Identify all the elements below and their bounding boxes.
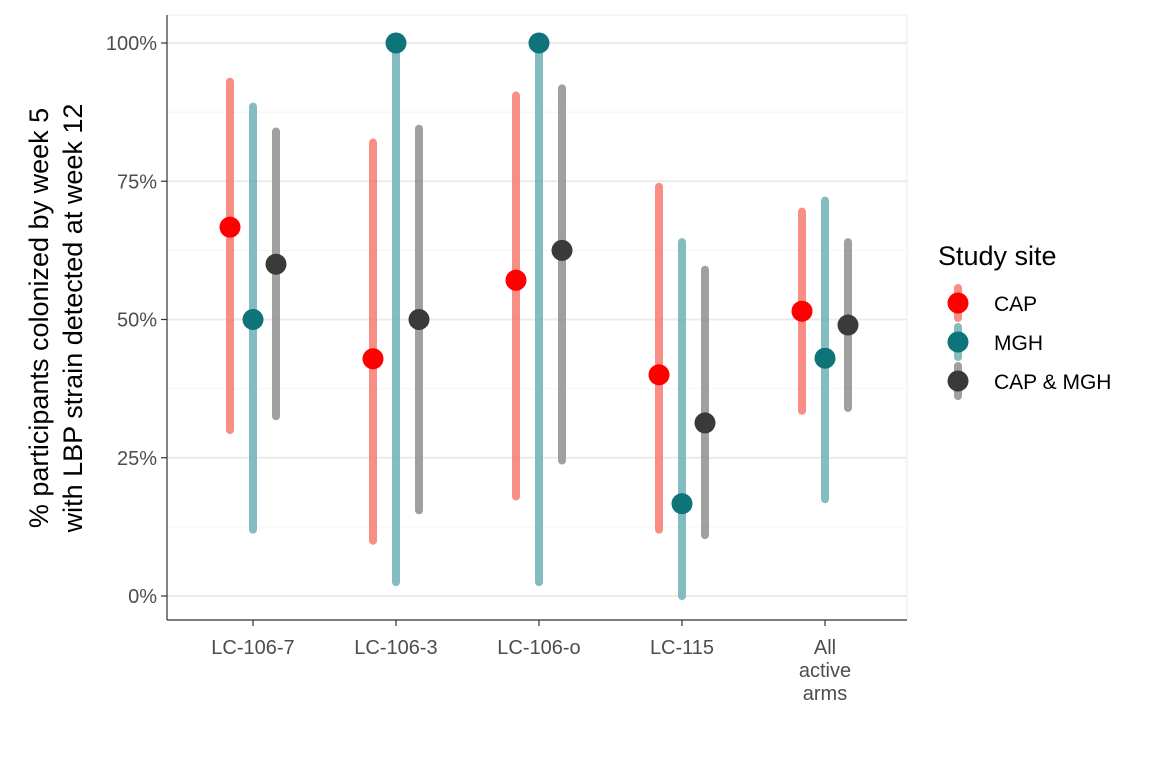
legend-label-mgh: MGH [994, 332, 1043, 355]
point-mgh-2 [528, 32, 550, 54]
point-cap-1 [362, 348, 384, 370]
legend-key-point-cap [947, 292, 969, 314]
x-tick-label-1: LC-106-3 [354, 637, 437, 659]
point-cap-2 [505, 269, 527, 291]
point-mgh-0 [242, 309, 264, 330]
x-tick-label-0: LC-106-7 [211, 637, 294, 659]
y-axis-ticks: 0% 25% 50% 75% 100% [106, 33, 167, 608]
point-cap-3 [648, 364, 670, 386]
x-tick-label-4-line-0: All [814, 637, 836, 659]
point-cap-mgh-3 [694, 412, 716, 434]
x-tick-label-2-line-0: LC-106-o [497, 637, 580, 659]
x-axis-ticks: LC-106-7 LC-106-3 LC-106-o LC-115 All active a… [211, 620, 851, 705]
x-tick-label-3: LC-115 [650, 637, 714, 659]
legend-title: Study site [938, 241, 1057, 271]
legend: Study site CAP MGH CAP & MGH [938, 241, 1111, 400]
point-mgh-1 [385, 32, 407, 54]
point-cap-0 [219, 216, 241, 238]
x-tick-label-1-line-0: LC-106-3 [354, 637, 437, 659]
y-tick-label-2: 50% [117, 310, 157, 332]
point-cap-mgh-0 [265, 253, 287, 275]
point-mgh-4 [814, 347, 836, 369]
x-tick-label-4: All active arms [799, 637, 851, 705]
point-cap-mgh-4 [837, 314, 859, 336]
x-tick-label-4-line-2: arms [803, 683, 847, 705]
x-tick-label-4-line-1: active [799, 660, 851, 682]
legend-key-point-mgh [947, 331, 969, 353]
y-tick-label-1: 25% [117, 448, 157, 470]
data-points [219, 32, 859, 515]
legend-key-point-cap-mgh [947, 370, 969, 392]
point-cap-mgh-1 [408, 309, 430, 330]
y-axis-title: % participants colonized by week 5 with … [24, 104, 88, 534]
point-cap-4 [791, 300, 813, 322]
legend-label-cap-mgh: CAP & MGH [994, 371, 1111, 394]
legend-label-cap: CAP [994, 293, 1037, 316]
y-axis-title-line-1: % participants colonized by week 5 [24, 108, 54, 528]
point-mgh-3 [671, 493, 693, 515]
y-tick-label-4: 100% [106, 33, 157, 55]
x-tick-label-0-line-0: LC-106-7 [211, 637, 294, 659]
y-tick-label-3: 75% [117, 171, 157, 193]
x-tick-label-2: LC-106-o [497, 637, 580, 659]
point-cap-mgh-2 [551, 239, 573, 261]
axes [166, 15, 907, 621]
y-tick-label-0: 0% [128, 586, 157, 608]
x-tick-label-3-line-0: LC-115 [650, 637, 714, 659]
y-axis-title-line-2: with LBP strain detected at week 12 [58, 104, 88, 534]
